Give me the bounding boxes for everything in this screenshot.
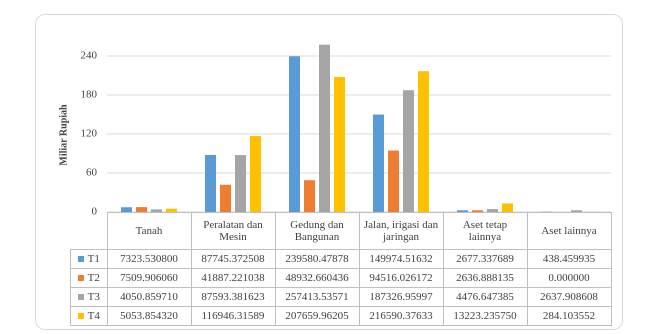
table-cell: 438.459935 <box>526 249 612 269</box>
table-cell: 7509.906060 <box>106 268 192 288</box>
legend-key <box>77 275 84 282</box>
bar <box>250 135 261 212</box>
table-cell: 257413.53571 <box>274 287 360 307</box>
table-cell: 13223.235750 <box>442 306 528 326</box>
bar <box>472 210 483 212</box>
table-cell: 216590.37633 <box>358 306 444 326</box>
table-cell: 5053.854320 <box>106 306 192 326</box>
bar <box>418 71 429 213</box>
table-cell: 87593.381623 <box>190 287 276 307</box>
table-cell: 2636.888135 <box>442 268 528 288</box>
legend-key <box>77 313 84 320</box>
legend-entry: T4 <box>70 306 108 326</box>
table-row: T2 7509.906060 41887.221038 48932.660436 945… <box>70 268 612 288</box>
bar <box>121 207 132 212</box>
legend-label: T4 <box>87 310 100 322</box>
bar <box>205 154 216 212</box>
bar <box>304 180 315 212</box>
y-tick-label: 120 <box>81 128 98 140</box>
y-tick-label: 60 <box>86 167 98 179</box>
table-header-row: Tanah Peralatan dan Mesin Gedung dan Bangu… <box>70 212 612 250</box>
table-cell: 94516.026172 <box>358 268 444 288</box>
legend-entry: T3 <box>70 287 108 307</box>
legend-label: T1 <box>87 253 100 265</box>
y-tick-label: 180 <box>81 89 98 101</box>
bar <box>334 77 345 212</box>
table-cell: 4476.647385 <box>442 287 528 307</box>
table-cell: 48932.660436 <box>274 268 360 288</box>
bar <box>151 209 162 212</box>
x-tick-label: Aset tetap lainnya <box>442 212 528 250</box>
bar <box>487 209 498 212</box>
bar <box>136 207 147 212</box>
table-cell: 2637.908608 <box>526 287 612 307</box>
table-cell: 7323.530800 <box>106 249 192 269</box>
y-tick-label: 0 <box>92 206 98 218</box>
x-tick-label: Tanah <box>106 212 192 250</box>
table-row: T4 5053.854320 116946.31589 207659.96205 216… <box>70 306 612 326</box>
x-tick-label: Aset lainnya <box>526 212 612 250</box>
bar <box>319 44 330 213</box>
x-tick-label: Jalan, irigasi dan jaringan <box>358 212 444 250</box>
table-cell: 4050.859710 <box>106 287 192 307</box>
legend-label: T3 <box>87 291 100 303</box>
table-cell: 284.103552 <box>526 306 612 326</box>
bar <box>220 184 231 212</box>
table-cell: 207659.96205 <box>274 306 360 326</box>
bar <box>373 114 384 212</box>
x-tick-label: Peralatan dan Mesin <box>190 212 276 250</box>
bar <box>289 56 300 212</box>
bar <box>166 208 177 212</box>
bar <box>502 203 513 212</box>
y-axis-label: Miliar Rupiah <box>58 104 69 166</box>
y-tick-label: 240 <box>81 50 98 62</box>
table-cell: 87745.372508 <box>190 249 276 269</box>
table-cell: 2677.337689 <box>442 249 528 269</box>
chart-card <box>35 14 623 330</box>
bar <box>388 150 399 212</box>
bar <box>571 210 582 212</box>
table-row: T1 7323.530800 87745.372508 239580.47878 149… <box>70 249 612 269</box>
legend-label: T2 <box>87 272 100 284</box>
legend-key <box>77 256 84 263</box>
legend-entry: T1 <box>70 249 108 269</box>
table-cell: 239580.47878 <box>274 249 360 269</box>
bar <box>457 210 468 212</box>
table-cell: 187326.95997 <box>358 287 444 307</box>
legend-key <box>77 294 84 301</box>
legend-entry: T2 <box>70 268 108 288</box>
table-corner <box>70 212 108 250</box>
x-tick-label: Gedung dan Bangunan <box>274 212 360 250</box>
table-cell: 149974.51632 <box>358 249 444 269</box>
table-row: T3 4050.859710 87593.381623 257413.53571 187… <box>70 287 612 307</box>
bar <box>235 155 246 212</box>
bar <box>403 90 414 212</box>
data-table: Tanah Peralatan dan Mesin Gedung dan Bangu… <box>70 212 612 326</box>
table-cell: 0.000000 <box>526 268 612 288</box>
table-cell: 41887.221038 <box>190 268 276 288</box>
table-cell: 116946.31589 <box>190 306 276 326</box>
